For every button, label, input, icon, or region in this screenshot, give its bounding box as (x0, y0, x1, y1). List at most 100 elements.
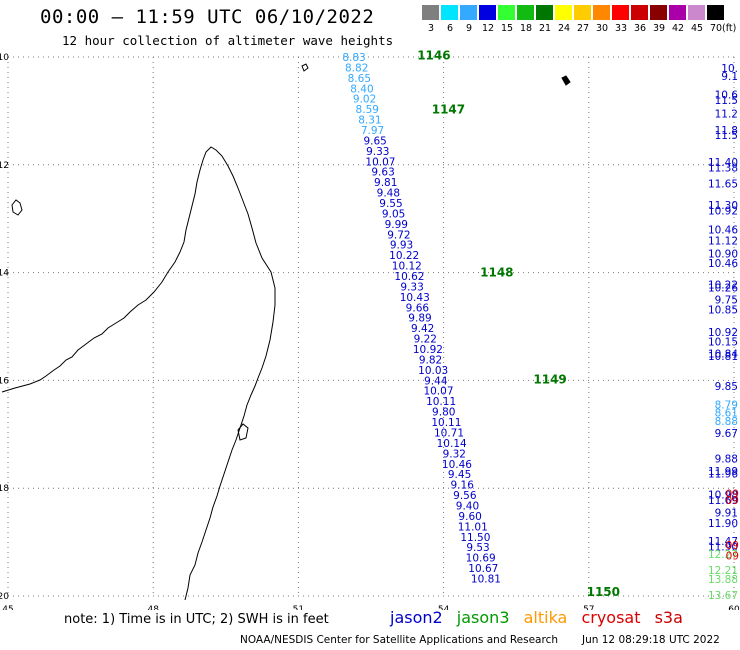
swh-label: 9.88 (715, 454, 738, 466)
swh-label: 11.99 (708, 466, 738, 478)
swh-label: 9.33 (366, 146, 389, 158)
satellite-legend: jason2 jason3 altika cryosat s3a (390, 608, 692, 627)
swh-label: 7.97 (361, 125, 384, 137)
pass-number: 1148 (480, 266, 513, 280)
islet-path (11, 199, 23, 216)
legend-altika: altika (523, 608, 568, 627)
swh-label: 10.69 (466, 553, 496, 565)
swh-label: 8.82 (345, 62, 368, 74)
swh-label: 10.71 (434, 427, 464, 439)
swh-label: 9.91 (715, 507, 738, 519)
swh-label: 11.90 (708, 541, 738, 553)
color-label: 3 (427, 23, 435, 34)
swh-label: 10.11 (426, 396, 456, 408)
color-swatch (441, 5, 458, 20)
swh-label: 10.07 (365, 156, 395, 168)
graticule (7, 56, 735, 597)
color-label: 18 (519, 23, 533, 34)
swh-label: 9.55 (379, 198, 402, 210)
swh-label: 8.31 (358, 115, 381, 127)
lon-tick-label: 45 (2, 605, 13, 610)
swh-label: 10.81 (471, 573, 501, 585)
color-swatch (460, 5, 477, 20)
color-swatch (650, 5, 667, 20)
color-swatch (555, 5, 572, 20)
pass-number: 1146 (417, 48, 450, 62)
lat-tick-label: -12 (0, 161, 9, 171)
color-swatch (669, 5, 686, 20)
swh-label: 11.65 (708, 179, 738, 191)
lon-tick-label: 51 (293, 605, 304, 610)
swh-label: 10. (721, 63, 738, 75)
jason2-track-main: 8.838.828.658.409.028.598.317.979.659.33… (342, 52, 501, 585)
jason2-track-east: 10.9.110.611.511.211.811.511.4011.3811.6… (708, 63, 738, 602)
swh-label: 10.81 (708, 351, 738, 363)
swh-label: 9.40 (456, 500, 479, 512)
swh-label: 9.48 (377, 188, 400, 200)
swh-label: 9.72 (387, 229, 410, 241)
swh-label: 8.40 (350, 83, 373, 95)
swh-label: 09 (726, 540, 739, 552)
color-swatch (707, 5, 724, 20)
swh-label: 11.2 (715, 109, 738, 121)
swh-label: 10.03 (418, 365, 448, 377)
swh-label: 11.01 (458, 521, 488, 533)
swh-label: 10.98 (708, 490, 738, 502)
swh-label: 12.21 (708, 565, 738, 577)
color-label: 12 (481, 23, 495, 34)
swh-label: 10.14 (437, 438, 467, 450)
swh-label: 8.59 (356, 104, 379, 116)
swh-label: 11.5 (715, 95, 738, 107)
swh-label: 10.46 (708, 258, 738, 270)
color-swatch (574, 5, 591, 20)
color-label: 42 (671, 23, 685, 34)
swh-label: 8.61 (715, 408, 738, 420)
lat-tick-label: -10 (0, 53, 9, 63)
color-swatch (612, 5, 629, 20)
swh-label: 10.6 (715, 90, 739, 102)
credit-text: NOAA/NESDIS Center for Satellite Applica… (240, 634, 558, 646)
pass-number: 1149 (533, 372, 566, 386)
color-swatch (498, 5, 515, 20)
swh-label: 9.32 (443, 448, 466, 460)
swh-label: 11.90 (708, 518, 738, 530)
swh-label: 09 (726, 495, 739, 507)
swh-label: 12.27 (708, 549, 738, 561)
swh-label: 10.92 (413, 344, 443, 356)
swh-label: 9.42 (411, 323, 434, 335)
color-swatch (593, 5, 610, 20)
swh-label: 9.63 (371, 167, 394, 179)
swh-label: 13.67 (708, 590, 738, 602)
swh-label: 9.66 (406, 302, 430, 314)
swh-label: 9.81 (374, 177, 397, 189)
pass-number: 1147 (432, 102, 465, 116)
color-label: 70 (709, 23, 723, 34)
legend-s3a: s3a (654, 608, 683, 627)
color-swatch (517, 5, 534, 20)
swh-label: 9.82 (419, 354, 442, 366)
swh-label: 10.92 (708, 327, 738, 339)
swh-label: 11.40 (708, 157, 738, 169)
color-label: 15 (500, 23, 514, 34)
legend-jason2: jason2 (390, 608, 443, 627)
map-title: 00:00 – 11:59 UTC 06/10/2022 (40, 6, 375, 28)
lat-tick-label: -20 (0, 592, 9, 602)
swh-label: 9.60 (458, 511, 481, 523)
swh-label: 9.53 (466, 542, 489, 554)
swh-label: 10.85 (708, 304, 738, 316)
swh-label: 13.88 (708, 574, 738, 586)
map-subtitle: 12 hour collection of altimeter wave hei… (62, 33, 394, 48)
lon-tick-label: 60 (728, 605, 740, 610)
swh-label: 10.67 (468, 563, 498, 575)
swh-label: 10.12 (392, 261, 422, 273)
color-label: 39 (652, 23, 666, 34)
swh-label: 10.92 (708, 206, 738, 218)
lat-tick-label: -18 (0, 484, 9, 494)
color-label: 45 (690, 23, 704, 34)
swh-label: 11.50 (460, 532, 490, 544)
madagascar-coastline (1, 63, 571, 601)
swh-label: 9.45 (448, 469, 471, 481)
swh-label: 11.38 (708, 162, 738, 174)
